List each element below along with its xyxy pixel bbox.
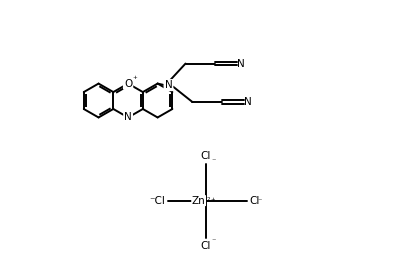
- Text: O: O: [124, 79, 132, 88]
- Text: Cl: Cl: [200, 151, 211, 161]
- Text: N: N: [124, 112, 132, 123]
- Text: N: N: [164, 80, 173, 90]
- Text: ⁻: ⁻: [212, 236, 216, 245]
- Text: Cl: Cl: [200, 241, 211, 251]
- Text: $^{2+}$: $^{2+}$: [206, 196, 216, 205]
- Text: ⁻: ⁻: [212, 156, 216, 165]
- Text: N: N: [238, 59, 245, 69]
- Text: Zn: Zn: [192, 196, 206, 206]
- Text: ⁻: ⁻: [257, 196, 262, 205]
- Text: ⁻Cl: ⁻Cl: [149, 196, 165, 206]
- Text: ⁺: ⁺: [132, 75, 137, 84]
- Text: Cl: Cl: [249, 196, 259, 206]
- Text: N: N: [244, 97, 252, 107]
